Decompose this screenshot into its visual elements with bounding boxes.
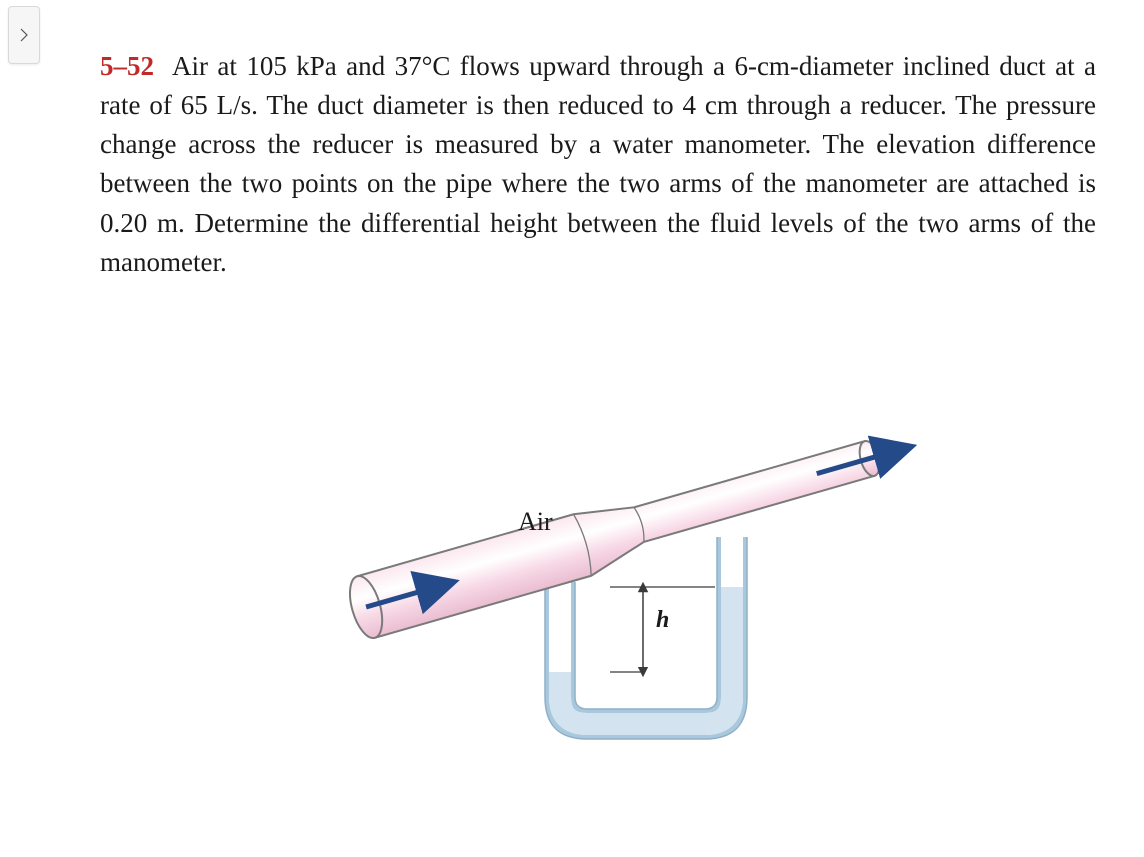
duct-manometer-diagram	[238, 312, 958, 742]
h-dimension-label: h	[656, 607, 669, 634]
air-label: Air	[518, 507, 553, 537]
problem-body: Air at 105 kPa and 37°C flows upward thr…	[100, 51, 1096, 277]
collapse-tab[interactable]	[8, 6, 40, 64]
inclined-duct	[344, 420, 920, 642]
figure: Air h	[238, 312, 958, 742]
chevron-right-icon	[19, 27, 29, 43]
page: 5–52Air at 105 kPa and 37°C flows upward…	[0, 0, 1144, 857]
problem-number: 5–52	[100, 51, 154, 81]
problem-text: 5–52Air at 105 kPa and 37°C flows upward…	[100, 47, 1096, 282]
